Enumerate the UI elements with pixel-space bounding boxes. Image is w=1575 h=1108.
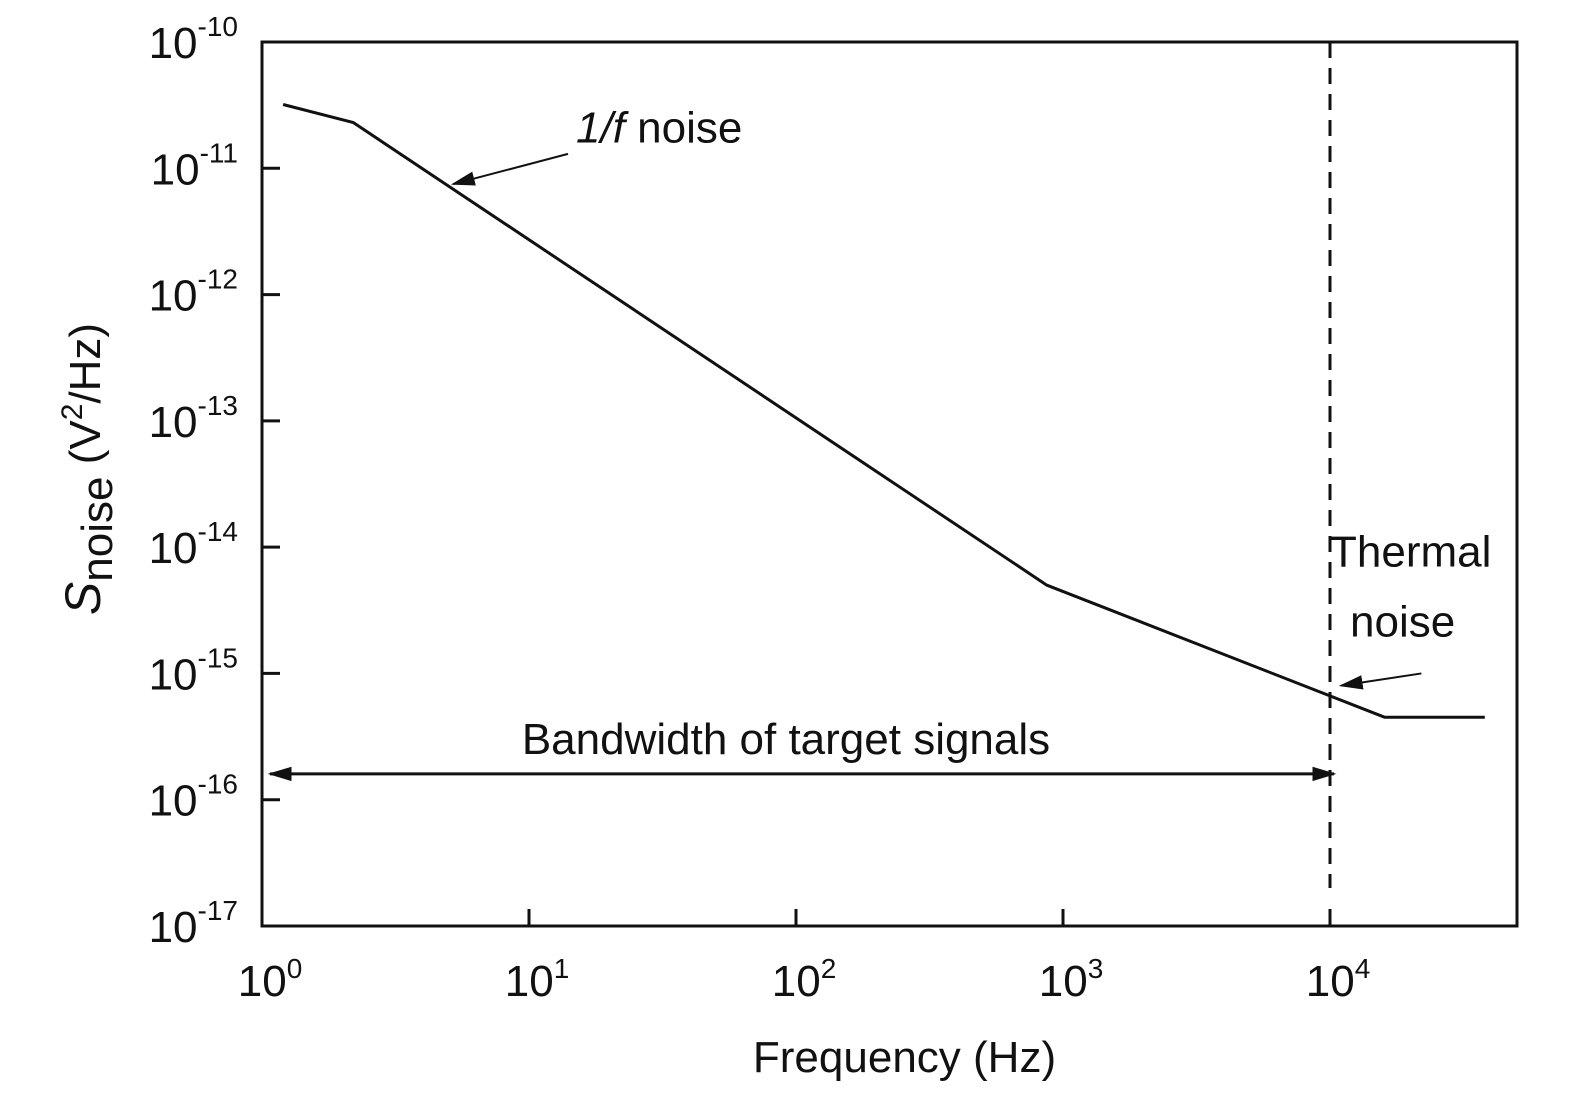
y-tick-label: 10-17 [149, 895, 238, 952]
y-axis-ticks: 10-10 10-11 10-12 10-13 10-14 10-15 10-16 10-17 [149, 11, 280, 952]
marker-layer: Bandwidth of target signals [267, 42, 1337, 888]
y-tick-label: 10-16 [149, 769, 238, 826]
annotation-layer: 1/f noise Thermal noise [450, 104, 1491, 690]
x-axis-title: Frequency (Hz) [753, 1033, 1056, 1082]
y-axis-title: Snoise (V2/Hz) [55, 323, 122, 615]
plot-frame [260, 40, 1519, 928]
y-axis-unit-close: /Hz) [61, 323, 110, 404]
x-tick-label: 102 [772, 953, 837, 1006]
y-tick-label: 10-13 [149, 390, 238, 447]
y-axis-unit-open: (V [61, 420, 110, 477]
x-tick-label: 101 [505, 953, 570, 1006]
x-axis-ticks: 100 101 102 103 104 [238, 909, 1371, 1006]
x-tick-label: 103 [1039, 953, 1104, 1006]
y-tick-label: 10-14 [149, 516, 238, 573]
y-tick-label: 10-10 [149, 11, 238, 68]
y-axis-unit-power: 2 [56, 404, 89, 421]
x-tick-label: 104 [1306, 953, 1371, 1006]
y-tick-label: 10-15 [149, 642, 238, 699]
series-layer [282, 103, 1485, 719]
noise-curve [282, 103, 1485, 719]
y-axis-symbol: S [55, 582, 111, 615]
annotation-arrow [1338, 672, 1422, 690]
annotation-thermal-noise-label: Thermal noise [1330, 528, 1491, 647]
x-tick-label: 100 [238, 953, 303, 1006]
bandwidth-label: Bandwidth of target signals [522, 715, 1050, 764]
y-axis-subscript: noise [73, 477, 122, 582]
y-tick-label: 10-11 [151, 137, 238, 194]
y-tick-label: 10-12 [149, 264, 238, 321]
annotation-1f-noise-label: 1/f noise [576, 104, 742, 153]
annotation-arrow [450, 152, 569, 186]
